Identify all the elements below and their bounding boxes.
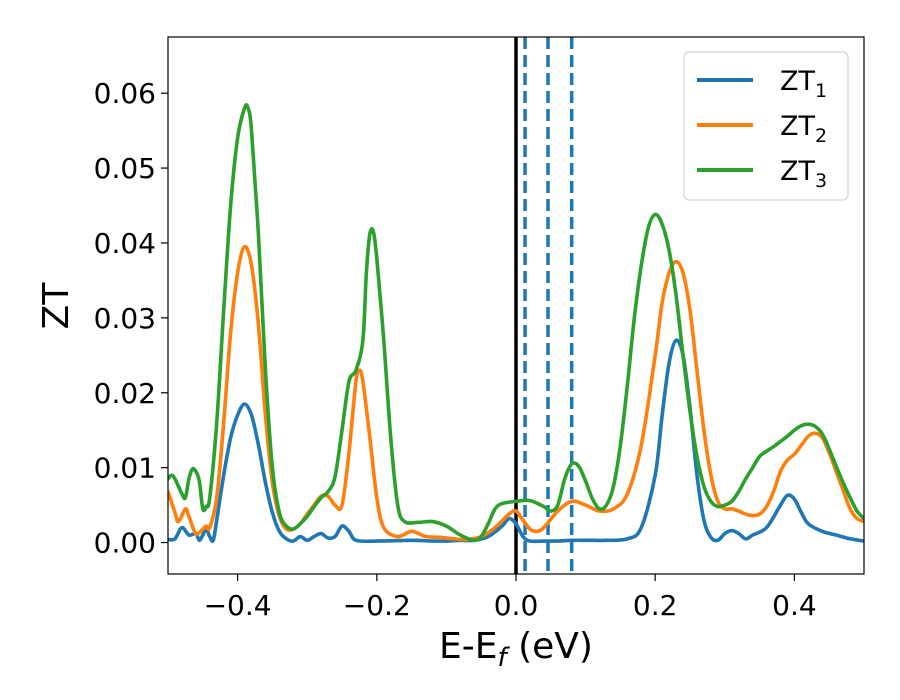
y-tick-label: 0.06 bbox=[94, 77, 156, 110]
series-line-zt3 bbox=[168, 103, 864, 543]
x-tick-label: 0.2 bbox=[633, 589, 678, 622]
y-axis: 0.00 0.01 0.02 0.03 0.04 0.05 0.06 bbox=[94, 77, 168, 560]
x-axis: −0.4 −0.2 0.0 0.2 0.4 bbox=[204, 574, 817, 622]
y-tick-label: 0.04 bbox=[94, 227, 156, 260]
series-line-zt1 bbox=[168, 338, 864, 544]
y-tick-label: 0.02 bbox=[94, 377, 156, 410]
x-axis-label: E-Ef (eV) bbox=[439, 626, 593, 673]
y-axis-label: ZT bbox=[36, 282, 77, 330]
legend-label-zt2: ZT2 bbox=[780, 111, 827, 147]
legend-label-zt3: ZT3 bbox=[780, 156, 827, 192]
x-tick-label: −0.2 bbox=[343, 589, 411, 622]
y-tick-label: 0.00 bbox=[94, 527, 156, 560]
y-tick-label: 0.05 bbox=[94, 152, 156, 185]
legend: ZT1 ZT2 ZT3 bbox=[683, 51, 849, 201]
x-tick-label: −0.4 bbox=[204, 589, 272, 622]
y-tick-label: 0.01 bbox=[94, 452, 156, 485]
series-layer bbox=[168, 37, 864, 574]
legend-box bbox=[683, 51, 849, 201]
x-tick-label: 0.4 bbox=[772, 589, 817, 622]
series-line-zt2 bbox=[168, 244, 864, 542]
x-tick-label: 0.0 bbox=[494, 589, 539, 622]
y-tick-label: 0.03 bbox=[94, 302, 156, 335]
legend-label-zt1: ZT1 bbox=[780, 66, 827, 102]
